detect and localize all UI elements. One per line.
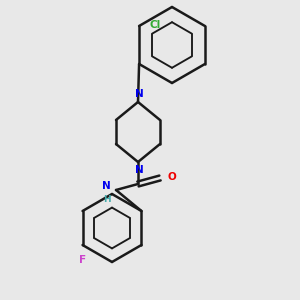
Text: N: N [102,181,111,191]
Text: O: O [167,172,176,182]
Text: Cl: Cl [149,20,160,30]
Text: N: N [135,165,143,175]
Text: H: H [103,195,111,204]
Text: N: N [135,89,143,99]
Text: F: F [79,255,86,265]
